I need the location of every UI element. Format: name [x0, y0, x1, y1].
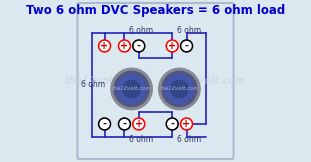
- Text: +: +: [183, 119, 191, 129]
- Circle shape: [166, 40, 178, 52]
- Text: -: -: [184, 41, 188, 51]
- Circle shape: [134, 41, 143, 50]
- Circle shape: [123, 80, 140, 98]
- Text: -: -: [170, 119, 174, 129]
- Text: the12volt.com: the12volt.com: [160, 87, 199, 92]
- Circle shape: [118, 40, 131, 52]
- Text: -: -: [103, 119, 107, 129]
- Text: +: +: [120, 41, 128, 51]
- Circle shape: [159, 68, 200, 110]
- Circle shape: [133, 118, 145, 130]
- Circle shape: [166, 118, 178, 130]
- Text: +: +: [135, 119, 143, 129]
- Circle shape: [117, 74, 146, 104]
- Text: the12volt.com: the12volt.com: [167, 76, 246, 86]
- Circle shape: [165, 74, 194, 104]
- Text: -: -: [123, 119, 127, 129]
- Circle shape: [99, 40, 111, 52]
- Circle shape: [118, 118, 131, 130]
- FancyBboxPatch shape: [77, 3, 234, 159]
- Circle shape: [114, 71, 149, 107]
- Text: 6 ohm: 6 ohm: [129, 135, 153, 144]
- Circle shape: [168, 41, 177, 50]
- Circle shape: [182, 41, 191, 50]
- Circle shape: [133, 40, 145, 52]
- Circle shape: [168, 120, 177, 128]
- Text: the12volt.com: the12volt.com: [65, 76, 144, 86]
- Circle shape: [134, 120, 143, 128]
- Circle shape: [180, 118, 193, 130]
- Text: 6 ohm: 6 ohm: [177, 135, 201, 144]
- Circle shape: [100, 120, 109, 128]
- Text: -: -: [137, 41, 141, 51]
- Text: the12volt.com: the12volt.com: [112, 87, 151, 92]
- Text: 6 ohm: 6 ohm: [81, 80, 105, 89]
- Text: +: +: [100, 41, 109, 51]
- Circle shape: [111, 68, 152, 110]
- Circle shape: [120, 120, 129, 128]
- Circle shape: [99, 118, 111, 130]
- Text: +: +: [168, 41, 176, 51]
- Circle shape: [172, 82, 187, 96]
- Text: 6 ohm: 6 ohm: [177, 26, 201, 35]
- Circle shape: [124, 82, 139, 96]
- Text: 6 ohm: 6 ohm: [129, 26, 153, 35]
- Circle shape: [120, 41, 129, 50]
- Circle shape: [100, 41, 109, 50]
- Circle shape: [171, 80, 188, 98]
- Circle shape: [162, 71, 197, 107]
- Text: Two 6 ohm DVC Speakers = 6 ohm load: Two 6 ohm DVC Speakers = 6 ohm load: [26, 4, 285, 17]
- Circle shape: [180, 40, 193, 52]
- Circle shape: [182, 120, 191, 128]
